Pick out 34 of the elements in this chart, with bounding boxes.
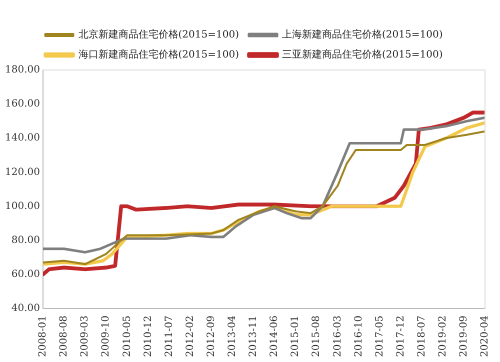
x-tick-label: 2012-09: [206, 315, 217, 358]
x-tick-label: 2010-05: [122, 315, 133, 358]
x-tick-label: 2011-07: [164, 315, 175, 358]
x-tick-label: 2016-03: [332, 315, 344, 358]
y-tick-label: 80.00: [11, 234, 40, 246]
x-tick-label: 2008-08: [58, 315, 70, 358]
y-tick-label: 100.00: [4, 200, 40, 212]
x-tick-label: 2018-07: [416, 315, 428, 358]
x-tick-label: 2010-12: [142, 315, 154, 358]
y-tick-label: 120.00: [4, 166, 40, 178]
y-tick-label: 180.00: [4, 64, 40, 76]
y-tick-label: 140.00: [4, 132, 40, 144]
x-tick-label: 2013-11: [248, 315, 260, 358]
x-tick-label: 2020-04: [480, 315, 491, 358]
legend-label: 海口新建商品住宅价格(2015=100): [78, 48, 240, 61]
x-tick-label: 2017-05: [374, 315, 386, 358]
legend-label: 上海新建商品住宅价格(2015=100): [282, 28, 443, 41]
legend-label: 三亚新建商品住宅价格(2015=100): [282, 48, 443, 61]
x-tick-label: 2015-01: [290, 315, 302, 358]
x-tick-label: 2009-03: [80, 315, 91, 358]
x-tick-label: 2013-04: [227, 315, 238, 358]
y-tick-label: 160.00: [4, 98, 40, 110]
x-tick-label: 2017-12: [395, 315, 406, 358]
y-tick-label: 60.00: [11, 268, 40, 280]
x-tick-label: 2016-10: [353, 315, 364, 358]
legend-label: 北京新建商品住宅价格(2015=100): [78, 28, 240, 41]
x-tick-label: 2015-08: [311, 315, 322, 358]
y-tick-label: 40.00: [11, 303, 40, 314]
x-tick-label: 2008-01: [38, 315, 49, 358]
x-tick-label: 2019-02: [438, 315, 448, 358]
x-tick-label: 2012-02: [184, 315, 196, 358]
x-tick-label: 2014-06: [269, 315, 280, 358]
x-tick-label: 2019-09: [458, 315, 470, 358]
x-tick-label: 2009-10: [100, 315, 112, 358]
